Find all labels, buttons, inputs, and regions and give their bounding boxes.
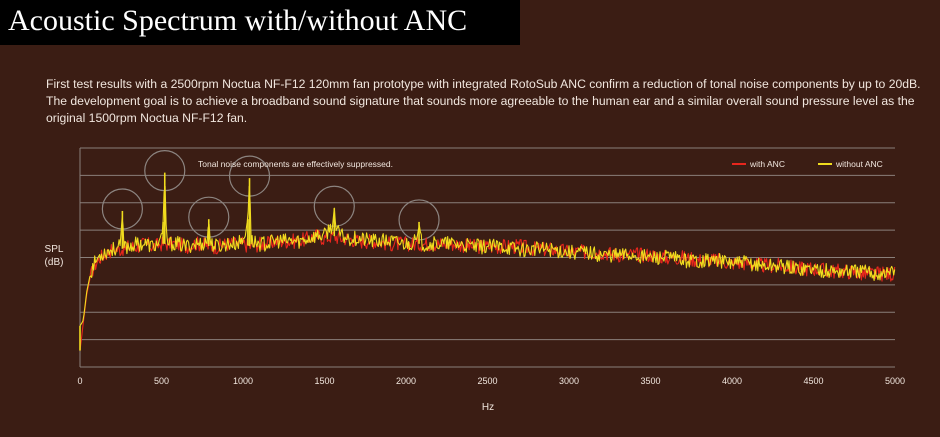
legend: with ANC without ANC (732, 159, 883, 169)
x-tick-label: 4500 (803, 376, 823, 386)
series-line-without-anc (79, 185, 896, 327)
chart-annotation: Tonal noise components are effectively s… (198, 159, 393, 169)
x-tick-label: 2000 (396, 376, 416, 386)
description-text: First test results with a 2500rpm Noctua… (46, 77, 921, 125)
x-tick-label: 4000 (722, 376, 742, 386)
grid-lines (79, 147, 895, 368)
x-tick-label: 500 (154, 376, 169, 386)
x-tick-label: 5000 (885, 376, 905, 386)
x-axis-label: Hz (482, 402, 494, 413)
page-title: Acoustic Spectrum with/without ANC (8, 4, 468, 37)
x-tick-label: 0 (77, 376, 82, 386)
title-bar: Acoustic Spectrum with/without ANC (0, 0, 520, 45)
y-axis-label-line2: (dB) (45, 257, 64, 268)
legend-label-without-anc: without ANC (835, 159, 883, 169)
legend-label-with-anc: with ANC (749, 159, 785, 169)
x-tick-label: 1500 (314, 376, 334, 386)
x-tick-label: 3500 (640, 376, 660, 386)
series-lines (79, 172, 896, 351)
x-tick-label: 1000 (233, 376, 253, 386)
x-tick-label: 3000 (559, 376, 579, 386)
x-tick-labels: 0 500 1000 1500 2000 2500 3000 3500 4000 4500 5000 (77, 376, 905, 386)
series-line-with-anc (79, 229, 896, 351)
x-tick-label: 2500 (477, 376, 497, 386)
y-axis-label-line1: SPL (45, 244, 64, 255)
